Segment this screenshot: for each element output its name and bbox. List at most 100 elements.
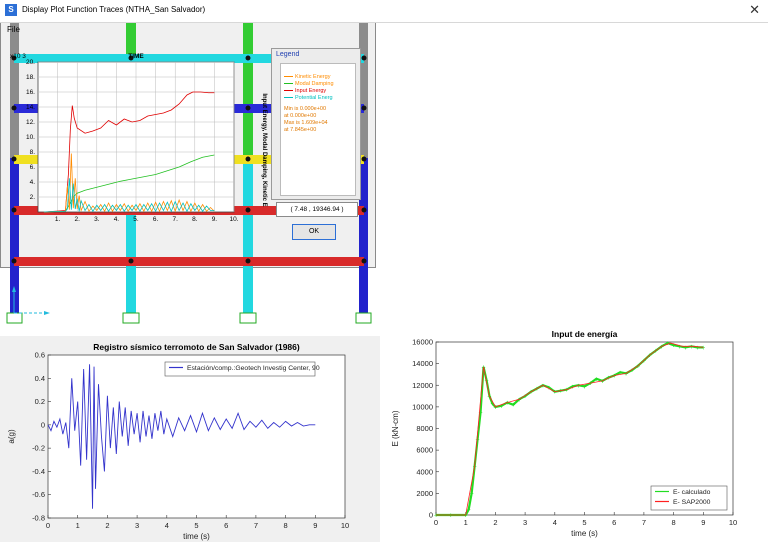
y-tick-label: 0.4 [35,374,45,383]
data-point-marker: + [660,344,664,351]
data-point-marker: + [517,397,521,404]
frame-beam [14,257,364,266]
menu-file[interactable]: File [7,25,20,34]
legend-box [650,485,728,511]
plot-area [47,354,346,519]
fixed-support-icon [239,312,257,324]
data-point-marker: + [600,378,604,385]
data-point-marker: + [541,383,545,390]
y-tick-label: 12000 [412,381,433,390]
data-point-marker: + [612,373,616,380]
coordinate-readout: ( 7.48 , 19346.94 ) [276,202,358,217]
frame-joint [128,258,134,264]
data-point-marker: + [672,343,676,350]
chart-title: Input de energía [552,329,618,339]
data-point-marker: + [476,437,480,444]
chart-title: Registro sísmico terromoto de San Salvad… [93,342,300,352]
plot-function-traces-dialog: S Display Plot Function Traces (NTHA_San… [0,0,768,268]
y-tick-label: 0 [41,420,45,429]
data-point-marker: + [565,387,569,394]
y-axis-label: E (kN-cm) [391,410,400,446]
data-point-marker: + [624,371,628,378]
frame-joint [128,55,134,61]
frame-column [10,8,19,158]
frame-column [243,8,253,160]
data-point-marker: + [434,513,438,520]
x-tick-label: 6. [153,216,159,223]
x-axis-label: time (s) [183,532,210,541]
x-tick-label: 3 [523,518,527,527]
y-tick-label: 0.2 [35,397,45,406]
frame-joint [361,258,367,264]
legend-entry: Potential Energ [284,95,333,101]
legend-entry: Modal Damping [284,81,334,87]
y-tick-label: 18. [26,74,35,81]
x-tick-label: 5 [582,518,586,527]
legend-entry: Input Energy [284,88,326,94]
frame-column [243,160,253,313]
data-point-marker: + [470,491,474,498]
data-point-marker: + [648,352,652,359]
frame-column [10,158,19,313]
x-tick-label: 8. [192,216,198,223]
y-tick-label: 8. [30,149,36,156]
legend-label: E- calculado [673,489,711,496]
legend-label: E- SAP2000 [673,499,711,506]
frame-joint [11,156,17,162]
data-point-marker: + [677,344,681,351]
ok-button[interactable]: OK [292,224,336,240]
legend-panel: Legend Kinetic Energy Modal Damping Inpu… [271,48,361,200]
y-tick-label: 6000 [416,446,433,455]
frame-joint [245,258,251,264]
x-tick-label: 1 [464,518,468,527]
data-point-marker: + [606,375,610,382]
y-tick-label: 6. [30,164,36,171]
stat-line: at 0.000e+00 [284,113,317,119]
data-point-marker: + [689,344,693,351]
legend-title: Legend [276,51,300,58]
legend-entry: Kinetic Energy [284,74,330,80]
frame-joint [245,105,251,111]
y-tick-label: 2. [30,194,36,201]
frame-joint [361,55,367,61]
data-point-marker: + [695,345,699,352]
stat-line: Max is 1.609e+04 [284,120,328,126]
x-tick-label: 8 [284,521,288,530]
x-tick-label: 2 [493,518,497,527]
frame-joint [361,156,367,162]
y-tick-label: 14000 [412,359,433,368]
series-line [47,364,316,509]
data-point-marker: + [523,394,527,401]
frame-column [359,158,368,313]
data-point-marker: + [577,383,581,390]
y-tick-label: -0.8 [32,514,45,523]
series-line [43,178,215,213]
legend-box [164,361,316,377]
data-point-marker: + [535,386,539,393]
app-icon: S [5,4,17,16]
x-tick-label: 9. [212,216,218,223]
legend-list: Kinetic Energy Modal Damping Input Energ… [280,63,356,196]
seismic-record-chart: 0 1 2 3 4 5 6 7 8 9 10 -0.8 -0.6 -0.4 -0.2 0 0.2 0.4 0.6 Re… [0,336,380,542]
trace-plot: 1. 2. 3. 4. 5. 6. 7. 8. 9. 10. 2. 4. 6. 8. 10. 12. 14. 16… [10,53,239,223]
dialog-title: Display Plot Function Traces (NTHA_San S… [22,5,206,14]
y-tick-label: 12. [26,119,35,126]
y-tick-label: -0.2 [32,444,45,453]
data-point-marker: + [529,389,533,396]
chart-title: TIME [128,53,144,60]
y-tick-label: -0.4 [32,467,45,476]
energy-input-chart: 0 1 2 3 4 5 6 7 8 9 10 0 2000 4000 6000 8000 10000 12000 1… [391,329,737,538]
close-icon[interactable]: ✕ [749,2,760,17]
x-tick-label: 3 [135,521,139,530]
x-tick-label: 9 [701,518,705,527]
data-point-marker: + [511,402,515,409]
dialog-title-bar: S Display Plot Function Traces (NTHA_San… [0,0,768,23]
x-tick-label: 0 [46,521,50,530]
axis-multiplier: x10 3 [10,53,26,60]
x-tick-label: 7 [254,521,258,530]
series-line [436,342,704,516]
x-tick-label: 5 [194,521,198,530]
y-tick-label: 20. [26,59,35,66]
data-point-marker: + [449,513,453,520]
data-point-marker: + [490,401,494,408]
